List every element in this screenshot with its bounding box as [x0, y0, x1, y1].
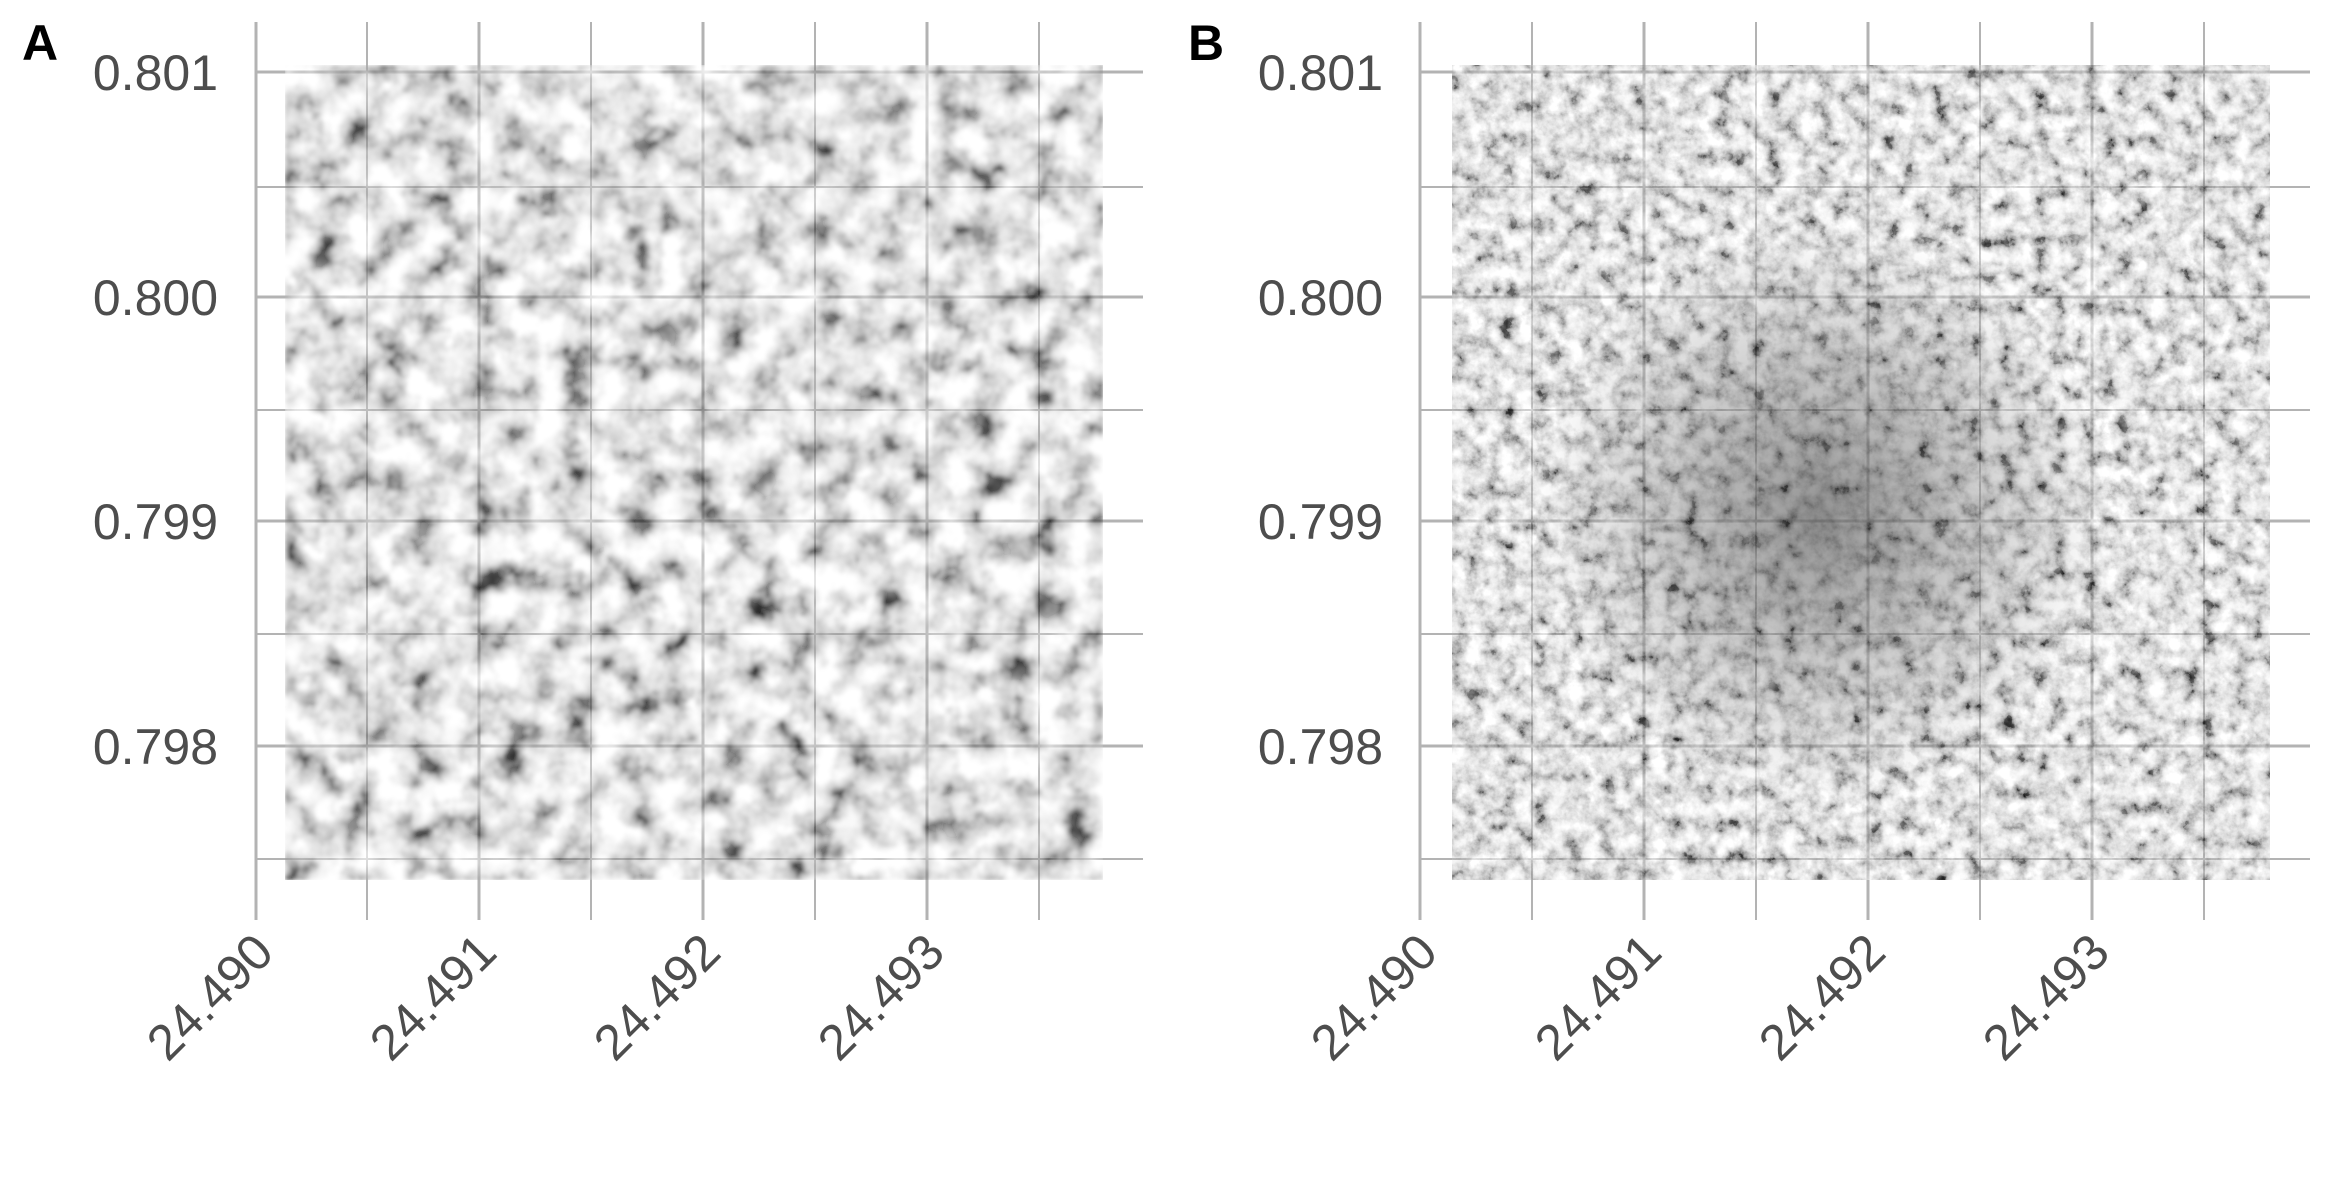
y-tick-label: 0.799 — [93, 494, 218, 550]
panel-letter-a: A — [22, 15, 58, 71]
x-tick-label: 24.492 — [1748, 923, 1896, 1071]
x-tick-label: 24.491 — [1524, 923, 1672, 1071]
x-tick-label: 24.490 — [136, 923, 284, 1071]
canopy-image-b — [1452, 65, 2270, 880]
canopy-image-a — [285, 65, 1103, 880]
x-tick-label: 24.492 — [583, 923, 731, 1071]
y-tick-label: 0.800 — [93, 270, 218, 326]
x-tick-label: 24.491 — [359, 923, 507, 1071]
x-axis-b: 24.490 24.491 24.492 24.493 — [1300, 923, 2120, 1071]
y-axis-b: 0.801 0.800 0.799 0.798 — [1258, 45, 1383, 775]
y-tick-label: 0.799 — [1258, 494, 1383, 550]
y-tick-label: 0.798 — [1258, 719, 1383, 775]
y-tick-label: 0.801 — [1258, 45, 1383, 101]
x-tick-label: 24.490 — [1300, 923, 1448, 1071]
x-tick-label: 24.493 — [1972, 923, 2120, 1071]
panel-a: A 0.801 0.800 0.799 — [22, 15, 1143, 1071]
y-tick-label: 0.801 — [93, 45, 218, 101]
y-axis-a: 0.801 0.800 0.799 0.798 — [93, 45, 218, 775]
y-tick-label: 0.798 — [93, 719, 218, 775]
x-axis-a: 24.490 24.491 24.492 24.493 — [136, 923, 955, 1071]
panel-b: B 0.801 0.800 — [1188, 15, 2310, 1071]
panel-letter-b: B — [1188, 15, 1224, 71]
y-tick-label: 0.800 — [1258, 270, 1383, 326]
x-tick-label: 24.493 — [807, 923, 955, 1071]
